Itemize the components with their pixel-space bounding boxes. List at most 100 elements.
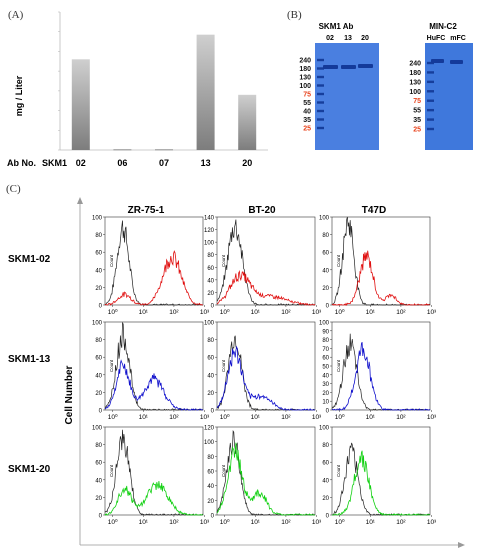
ytick-label: 60 <box>322 251 329 257</box>
ytick-label: 100 <box>204 321 215 327</box>
gel1-band-02 <box>323 65 338 69</box>
antibody-histogram <box>332 450 431 516</box>
histogram-skm1-02-zr-75-1: 0 20 40 60 80 100 10⁰ 10¹ 10² 10³ Count <box>92 216 210 317</box>
xtick-label: 10⁰ <box>220 413 230 421</box>
xtick-label: 10² <box>169 414 179 421</box>
gel1-band-13 <box>341 65 356 69</box>
xtick-label: 10¹ <box>139 309 149 316</box>
bar-label-13: 13 <box>201 158 211 168</box>
gel1-ladder <box>317 58 324 130</box>
marker-label-55: 55 <box>303 100 311 107</box>
xtick-label: 10¹ <box>139 414 149 421</box>
xtick-label: 10³ <box>200 414 210 421</box>
ytick-label: 60 <box>322 461 329 467</box>
histogram-skm1-20-bt-20: 0 20 40 60 80 100 120 10⁰ 10¹ 10² 10³ Count <box>204 426 322 527</box>
plot-frame <box>104 321 204 411</box>
ytick-label: 0 <box>326 304 330 310</box>
ytick-label: 20 <box>95 286 102 292</box>
ytick-label: 10 <box>322 400 329 406</box>
count-label: Count <box>336 359 341 372</box>
xtick-label: 10⁰ <box>220 308 230 316</box>
histogram-skm1-20-zr-75-1: 0 20 40 60 80 100 10⁰ 10¹ 10² 10³ Count <box>92 426 210 527</box>
panel-c-ylabel: Cell Number <box>64 365 75 424</box>
gel2-band-mfc <box>450 60 463 64</box>
control-histogram <box>216 219 315 306</box>
ytick-label: 40 <box>322 268 329 274</box>
gel2-lane-hufc: HuFC <box>427 35 446 42</box>
count-label: Count <box>109 464 114 477</box>
antibody-histogram <box>331 342 431 411</box>
xtick-label: 10² <box>281 519 291 526</box>
control-histogram <box>216 335 316 411</box>
xtick-label: 10⁰ <box>335 413 345 421</box>
ytick-label: 40 <box>322 478 329 484</box>
histogram-skm1-13-bt-20: 0 20 40 60 80 100 10⁰ 10¹ 10² 10³ Count <box>204 321 322 422</box>
histogram-skm1-02-t47d: 0 20 40 60 80 100 10⁰ 10¹ 10² 10³ Count <box>319 216 437 317</box>
ytick-label: 120 <box>204 426 215 432</box>
ytick-label: 50 <box>322 365 329 371</box>
ytick-label: 20 <box>207 391 214 397</box>
marker-label-75: 75 <box>303 92 311 99</box>
ytick-label: 70 <box>322 347 329 353</box>
ytick-label: 80 <box>207 253 214 259</box>
xtick-label: 10⁰ <box>335 518 345 526</box>
xtick-label: 10¹ <box>366 414 376 421</box>
ytick-label: 80 <box>322 233 329 239</box>
marker-label-35: 35 <box>413 117 421 124</box>
control-histogram <box>331 216 431 306</box>
antibody-histogram <box>216 345 315 411</box>
xtick-label: 10¹ <box>251 309 261 316</box>
plot-frame <box>216 426 316 516</box>
panel-c-label: (C) <box>6 183 21 195</box>
ytick-label: 80 <box>322 338 329 344</box>
ytick-label: 100 <box>319 426 330 432</box>
ytick-label: 0 <box>326 514 330 520</box>
ytick-label: 140 <box>204 216 215 222</box>
xtick-label: 10¹ <box>366 519 376 526</box>
col-title-t47d: T47D <box>362 205 386 216</box>
bar-label-07: 07 <box>159 158 169 168</box>
xtick-label: 10² <box>169 309 179 316</box>
bar-06 <box>113 149 132 151</box>
ladder-band-35 <box>427 118 434 121</box>
ytick-label: 100 <box>92 321 103 327</box>
xtick-label: 10² <box>281 309 291 316</box>
ladder-band-100 <box>427 90 434 93</box>
ladder-band-25 <box>317 126 324 130</box>
xtick-label: 10³ <box>312 519 322 526</box>
panel-a-label: (A) <box>8 9 24 21</box>
marker-label-130: 130 <box>409 79 421 86</box>
marker-label-25: 25 <box>303 126 311 133</box>
antibody-histogram <box>216 270 316 306</box>
control-histogram <box>331 333 431 411</box>
antibody-histogram <box>104 250 204 306</box>
ytick-label: 100 <box>204 241 215 247</box>
plot-frame <box>331 321 431 411</box>
ytick-label: 0 <box>99 304 103 310</box>
xtick-label: 10⁰ <box>108 518 118 526</box>
gel2-title: MIN-C2 <box>429 22 457 31</box>
plot-frame <box>104 216 204 306</box>
xtick-label: 10⁰ <box>220 518 230 526</box>
gel1-title: SKM1 Ab <box>319 22 354 31</box>
marker-label-35: 35 <box>303 117 311 124</box>
ytick-label: 60 <box>95 461 102 467</box>
ladder-band-100 <box>317 84 324 87</box>
gel1-image <box>315 43 379 150</box>
histogram-skm1-20-t47d: 0 20 40 60 80 100 10⁰ 10¹ 10² 10³ Count <box>319 426 437 527</box>
ytick-label: 100 <box>204 440 215 446</box>
ytick-label: 80 <box>207 455 214 461</box>
count-label: Count <box>221 359 226 372</box>
ytick-label: 90 <box>322 329 329 335</box>
ladder-band-40 <box>317 109 324 113</box>
plot-frame <box>216 321 316 411</box>
ytick-label: 20 <box>322 496 329 502</box>
bar-label-06: 06 <box>117 158 127 168</box>
ytick-label: 120 <box>204 228 215 234</box>
xtick-label: 10² <box>396 309 406 316</box>
bar-label-20: 20 <box>242 158 252 168</box>
xtick-label: 10¹ <box>139 519 149 526</box>
xtick-label: 10³ <box>312 309 322 316</box>
row-label-skm1-13: SKM1-13 <box>8 354 51 365</box>
ytick-label: 20 <box>207 291 214 297</box>
